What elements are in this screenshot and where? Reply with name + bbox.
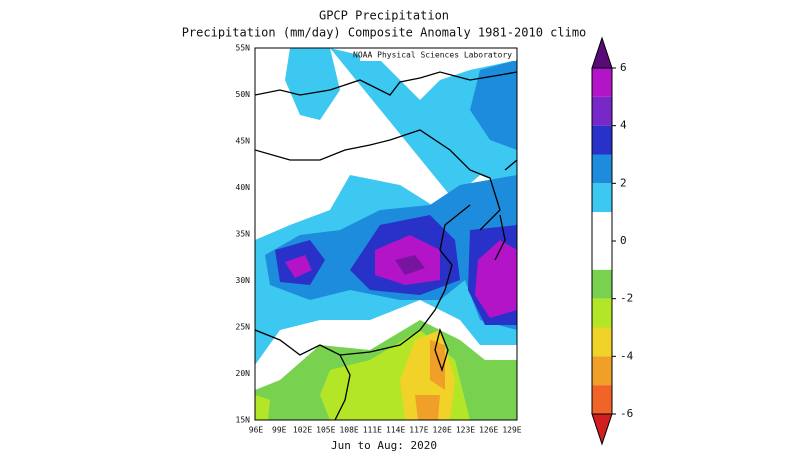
credit-box	[360, 49, 516, 61]
colorbar-extend	[591, 413, 613, 446]
colorbar-segment	[592, 154, 612, 184]
lat-label: 25N	[236, 323, 251, 332]
colorbar-segment	[592, 356, 612, 386]
lon-label: 117E	[409, 426, 428, 435]
lon-label: 120E	[433, 426, 452, 435]
lon-label: 111E	[363, 426, 382, 435]
lon-label: 105E	[316, 426, 335, 435]
lon-label: 96E	[249, 426, 264, 435]
colorbar-segment	[592, 96, 612, 126]
colorbar-segment	[592, 125, 612, 155]
colorbar-tick-label: 4	[620, 119, 627, 132]
lat-label: 45N	[236, 137, 251, 146]
colorbar-segment	[592, 385, 612, 414]
lat-label: 50N	[236, 90, 251, 99]
lat-label: 15N	[236, 416, 251, 425]
title: GPCP Precipitation	[319, 9, 449, 23]
colorbar-extend	[591, 36, 613, 69]
subtitle: Precipitation (mm/day) Composite Anomaly…	[182, 26, 587, 40]
lon-label: 102E	[293, 426, 312, 435]
anomaly-field	[255, 48, 517, 420]
colorbar-tick-label: 6	[620, 61, 627, 74]
lat-label: 35N	[236, 230, 251, 239]
colorbar-segment	[592, 269, 612, 299]
colorbar-tick-label: -4	[620, 349, 634, 362]
colorbar-segment	[592, 68, 612, 97]
lon-label: 114E	[386, 426, 405, 435]
colorbar-tick-label: -6	[620, 407, 633, 420]
colorbar-segment	[592, 183, 612, 213]
lat-label: 55N	[236, 44, 251, 53]
credit: NOAA Physical Sciences Laboratory	[353, 51, 512, 60]
plot-frame	[254, 47, 518, 421]
lat-label: 40N	[236, 183, 251, 192]
lon-label: 108E	[339, 426, 358, 435]
lon-label: 99E	[272, 426, 287, 435]
lon-label: 126E	[479, 426, 498, 435]
lat-label: 30N	[236, 276, 251, 285]
colorbar-segment	[592, 212, 612, 241]
colorbar-tick-label: 0	[620, 234, 627, 247]
colorbar-segment	[592, 327, 612, 357]
lat-label: 20N	[236, 369, 251, 378]
lon-label: 123E	[456, 426, 475, 435]
colorbar-segment	[592, 298, 612, 328]
colorbar-tick-label: 2	[620, 176, 627, 189]
colorbar-tick-label: -2	[620, 292, 633, 305]
lon-label: 129E	[502, 426, 521, 435]
colorbar-segment	[592, 241, 612, 270]
period: Jun to Aug: 2020	[331, 439, 437, 452]
